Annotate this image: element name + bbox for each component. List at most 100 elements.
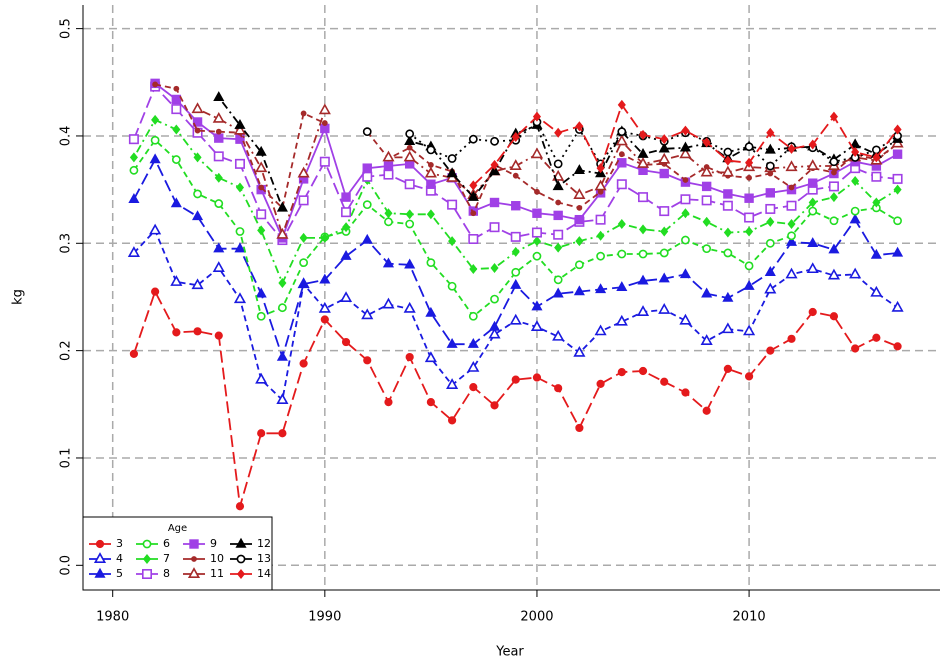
y-tick-label: 0.5 — [59, 18, 74, 39]
legend-title: Age — [168, 523, 187, 534]
marker — [340, 249, 352, 260]
marker — [744, 212, 755, 223]
marker — [236, 569, 246, 579]
marker — [892, 149, 903, 159]
marker — [488, 320, 501, 331]
marker — [446, 337, 458, 348]
marker — [489, 222, 500, 233]
marker — [384, 398, 393, 407]
marker — [723, 155, 732, 166]
marker — [467, 337, 479, 348]
marker — [554, 242, 563, 253]
marker — [681, 125, 690, 136]
marker — [574, 214, 585, 225]
marker — [255, 161, 268, 173]
marker — [490, 136, 499, 146]
marker — [555, 199, 562, 206]
marker — [808, 178, 818, 188]
marker — [425, 306, 437, 317]
marker — [850, 206, 860, 216]
marker — [744, 142, 754, 152]
marker — [405, 209, 414, 220]
marker — [765, 188, 775, 198]
marker — [806, 262, 819, 274]
y-tick-label: 0.3 — [59, 233, 74, 254]
marker — [447, 281, 457, 291]
marker — [722, 200, 733, 211]
marker — [618, 151, 625, 158]
marker — [615, 314, 628, 326]
marker — [406, 144, 413, 151]
marker — [702, 216, 711, 227]
marker — [893, 342, 902, 351]
marker — [616, 281, 628, 292]
marker — [743, 280, 755, 290]
marker — [659, 248, 669, 258]
series-line — [472, 102, 899, 186]
marker — [574, 260, 584, 270]
marker — [278, 278, 287, 289]
legend-label: 8 — [163, 567, 170, 580]
marker — [446, 378, 459, 389]
marker — [235, 502, 245, 511]
marker — [808, 139, 817, 150]
marker — [553, 275, 563, 285]
marker — [212, 111, 225, 123]
marker — [256, 311, 266, 321]
marker — [893, 184, 902, 195]
marker — [617, 127, 627, 137]
marker — [403, 150, 416, 162]
marker — [362, 171, 373, 182]
marker — [127, 246, 140, 257]
marker — [659, 206, 670, 217]
marker — [276, 350, 288, 361]
marker — [490, 294, 499, 304]
marker — [638, 129, 648, 140]
marker — [766, 216, 775, 227]
marker — [384, 217, 393, 227]
marker — [255, 145, 267, 156]
marker — [701, 287, 713, 298]
marker — [318, 103, 331, 115]
marker — [554, 127, 563, 138]
marker — [785, 235, 798, 246]
marker — [679, 268, 691, 279]
marker — [829, 192, 838, 203]
marker — [297, 166, 310, 178]
marker — [448, 236, 457, 247]
marker — [509, 159, 522, 171]
marker — [785, 267, 798, 279]
marker — [617, 218, 626, 229]
marker — [233, 292, 247, 304]
marker — [171, 155, 181, 164]
marker — [236, 554, 246, 564]
marker — [299, 232, 308, 243]
marker — [142, 568, 153, 579]
marker — [94, 567, 106, 578]
y-axis-label: kg — [11, 289, 26, 305]
marker — [530, 320, 544, 332]
marker — [892, 246, 904, 257]
marker — [787, 218, 796, 229]
marker — [405, 129, 415, 139]
marker — [596, 251, 605, 261]
marker — [637, 274, 649, 285]
marker — [764, 266, 776, 276]
marker — [615, 134, 628, 146]
marker — [766, 127, 775, 138]
marker — [129, 152, 138, 163]
marker — [829, 312, 839, 321]
marker — [851, 344, 860, 353]
marker — [129, 349, 139, 358]
marker — [319, 273, 331, 284]
marker — [638, 192, 649, 203]
marker — [426, 179, 436, 189]
marker — [616, 179, 627, 190]
marker — [658, 142, 670, 153]
marker — [617, 99, 626, 110]
marker — [257, 225, 266, 236]
marker — [339, 291, 353, 303]
marker — [660, 226, 669, 237]
marker — [660, 134, 669, 145]
marker — [596, 379, 605, 389]
